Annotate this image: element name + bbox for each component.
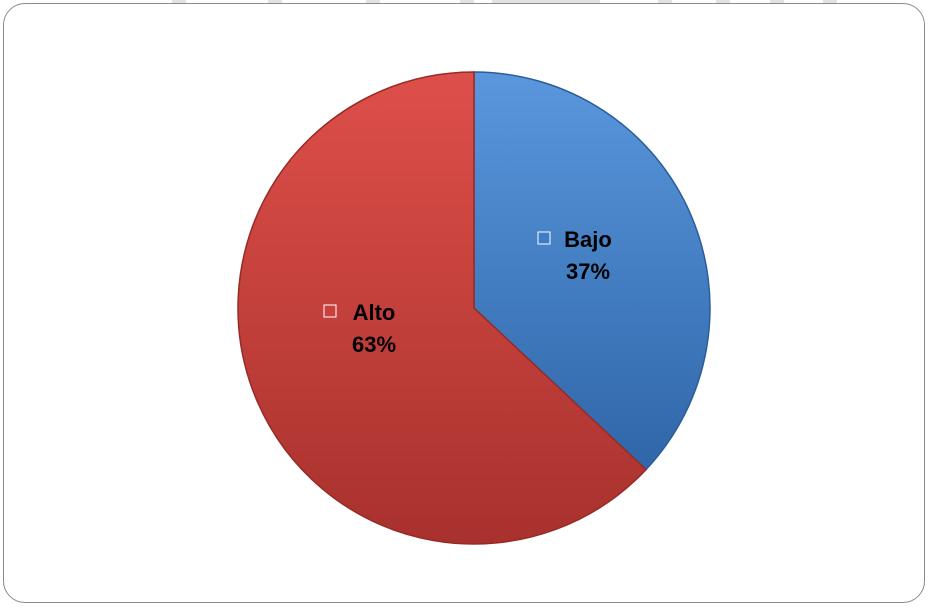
legend-marker-bajo-icon <box>537 231 551 245</box>
percent-label-alto: 63% <box>352 332 396 357</box>
legend-marker-alto-icon <box>323 304 337 318</box>
category-label-alto: Alto <box>353 300 396 325</box>
pie-slice-alto <box>237 71 648 545</box>
category-label-bajo: Bajo <box>564 227 612 252</box>
pie-slice-bajo <box>473 71 711 471</box>
percent-label-bajo: 37% <box>566 259 610 284</box>
